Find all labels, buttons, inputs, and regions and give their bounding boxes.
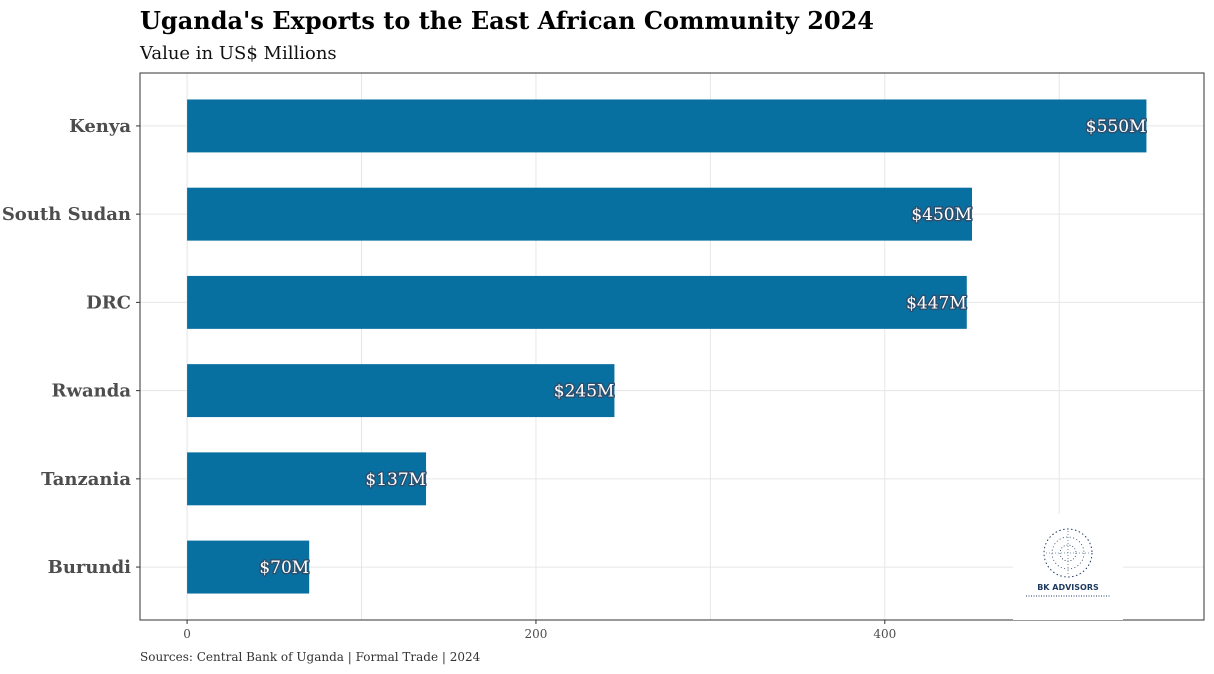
x-axis: 0 200 400	[183, 620, 896, 641]
globe-icon	[1043, 528, 1093, 578]
data-label: $137M	[365, 470, 426, 490]
plot-panel-border	[139, 72, 1205, 621]
chart-caption: Sources: Central Bank of Uganda | Formal…	[140, 650, 481, 664]
chart-subtitle: Value in US$ Millions	[139, 43, 337, 64]
category-label: Tanzania	[41, 469, 131, 490]
category-label: Kenya	[69, 116, 131, 137]
bar	[187, 540, 310, 594]
bar	[187, 452, 427, 506]
bar	[187, 187, 973, 241]
category-labels: Kenya South Sudan DRC Rwanda Tanzania Burundi	[2, 116, 140, 578]
logo-text: BK ADVISORS	[1037, 583, 1099, 592]
x-tick-label: 200	[524, 627, 547, 641]
data-label: $245M	[554, 382, 615, 402]
bar	[187, 364, 615, 418]
logo: BK ADVISORS	[1013, 514, 1123, 620]
chart-title: Uganda's Exports to the East African Com…	[140, 6, 874, 35]
data-label: $550M	[1086, 117, 1147, 137]
category-label: Burundi	[48, 557, 132, 578]
category-label: DRC	[86, 292, 131, 313]
data-label: $447M	[906, 293, 967, 313]
category-label: South Sudan	[2, 204, 131, 225]
bar	[187, 99, 1147, 153]
data-label: $70M	[259, 558, 309, 578]
bar	[187, 275, 967, 329]
category-label: Rwanda	[52, 381, 132, 402]
data-label: $450M	[911, 205, 972, 225]
x-tick-label: 400	[873, 627, 896, 641]
x-tick-label: 0	[183, 627, 191, 641]
bars-layer: $550M $450M $447M $245M $137M $70M	[187, 99, 1148, 594]
